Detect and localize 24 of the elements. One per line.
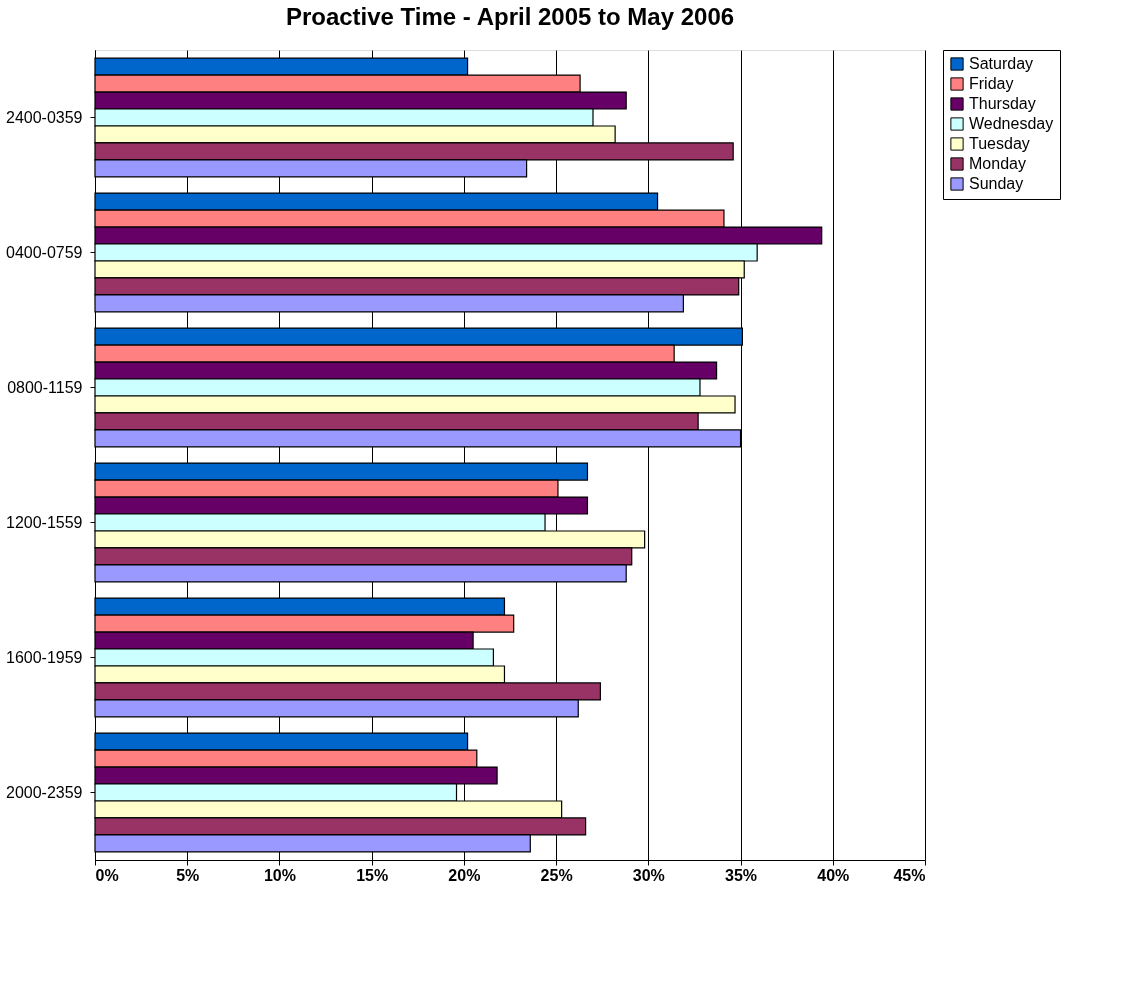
- legend-label: Saturday: [969, 55, 1034, 72]
- x-tick-label: 15%: [356, 866, 389, 884]
- y-tick-label: 0400-0759: [5, 243, 83, 261]
- x-tick-label: 45%: [893, 866, 926, 884]
- legend-label: Wednesday: [969, 115, 1054, 132]
- y-tick-label: 1200-1559: [5, 513, 83, 531]
- legend-label: Tuesday: [969, 135, 1030, 152]
- legend-label: Monday: [969, 155, 1026, 172]
- y-tick-label: 0800-1159: [7, 378, 83, 396]
- x-tick-label: 0%: [95, 866, 119, 884]
- x-tick-label: 5%: [176, 866, 200, 884]
- x-tick-label: 25%: [540, 866, 573, 884]
- x-tick-label: 10%: [263, 866, 296, 884]
- y-tick-label: 1600-1959: [5, 648, 83, 666]
- x-tick-label: 30%: [632, 866, 665, 884]
- x-tick-label: 40%: [817, 866, 850, 884]
- legend-label: Friday: [969, 75, 1014, 92]
- legend-label: Thursday: [969, 95, 1036, 112]
- y-tick-label: 2000-2359: [5, 783, 83, 801]
- x-tick-label: 35%: [725, 866, 758, 884]
- legend-label: Sunday: [969, 175, 1024, 192]
- chart-title: Proactive Time - April 2005 to May 2006: [285, 2, 735, 30]
- x-tick-label: 20%: [448, 866, 481, 884]
- y-tick-label: 2400-0359: [5, 108, 83, 126]
